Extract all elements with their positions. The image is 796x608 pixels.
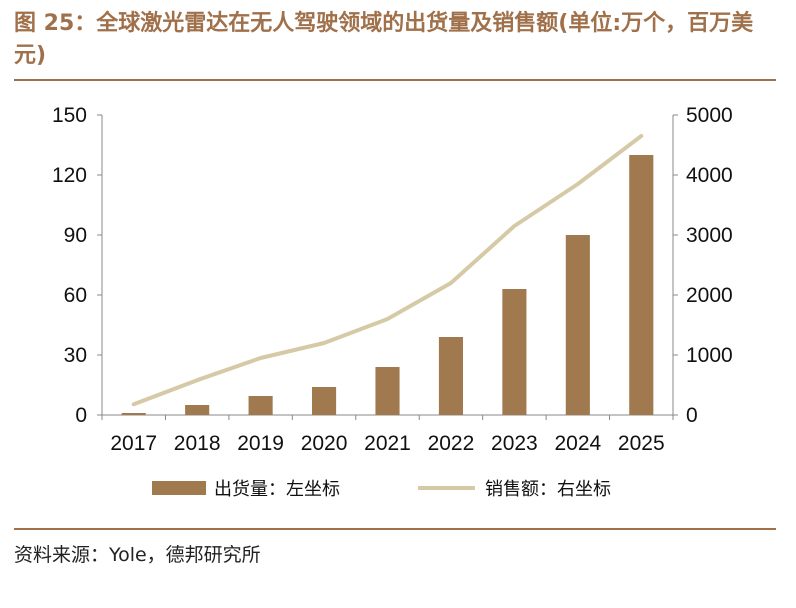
y-right-tick-label: 4000	[686, 164, 733, 187]
y-left-tick-label: 0	[75, 404, 87, 427]
line-series	[131, 134, 644, 407]
sales-line	[131, 134, 644, 407]
x-tick-label: 2019	[237, 432, 284, 455]
title-divider	[14, 79, 776, 81]
y-right-tick-label: 5000	[686, 104, 733, 127]
bar-2018	[185, 405, 210, 415]
bar-2025	[629, 155, 654, 415]
y-left-tick-label: 150	[52, 104, 87, 127]
x-tick-label: 2023	[491, 432, 538, 455]
y-right-tick-label: 2000	[686, 284, 733, 307]
bar-2020	[312, 387, 337, 415]
x-tick-label: 2025	[618, 432, 665, 455]
bar-2017	[121, 413, 146, 415]
figure-title: 图 25：全球激光雷达在无人驾驶领域的出货量及销售额(单位:万个，百万美元)	[14, 11, 754, 68]
x-tick-label: 2018	[174, 432, 221, 455]
legend-swatch-bar	[152, 481, 206, 495]
y-right-tick-label: 3000	[686, 224, 733, 247]
bar-2021	[375, 367, 400, 415]
x-tick-label: 2024	[554, 432, 601, 455]
x-tick-label: 2017	[110, 432, 157, 455]
tick-labels: 0 30 60 90 120 150 0 1000 2000 3000 4000 5000 2017 20…	[52, 104, 733, 455]
chart: 0 30 60 90 120 150 0 1000 2000 3000 4000 5000 2017 20…	[52, 104, 733, 500]
x-tick-label: 2022	[428, 432, 475, 455]
y-left-tick-label: 60	[64, 284, 87, 307]
y-right-tick-label: 1000	[686, 344, 733, 367]
bar-2022	[438, 337, 463, 415]
y-left-tick-label: 120	[52, 164, 87, 187]
y-left-tick-label: 30	[64, 344, 87, 367]
bar-2024	[565, 235, 590, 415]
footer-divider	[14, 528, 776, 530]
bar-2023	[502, 289, 527, 415]
legend-label-bar: 出货量：左坐标	[214, 479, 340, 500]
legend: 出货量：左坐标 销售额：右坐标	[152, 479, 611, 500]
x-tick-label: 2020	[301, 432, 348, 455]
source-note: 资料来源：Yole，德邦研究所	[14, 544, 261, 566]
y-right-tick-label: 0	[686, 404, 698, 427]
bar-series	[121, 155, 654, 415]
legend-label-line: 销售额：右坐标	[485, 479, 611, 500]
x-tick-label: 2021	[364, 432, 411, 455]
bar-2019	[248, 396, 273, 415]
y-left-tick-label: 90	[64, 224, 87, 247]
